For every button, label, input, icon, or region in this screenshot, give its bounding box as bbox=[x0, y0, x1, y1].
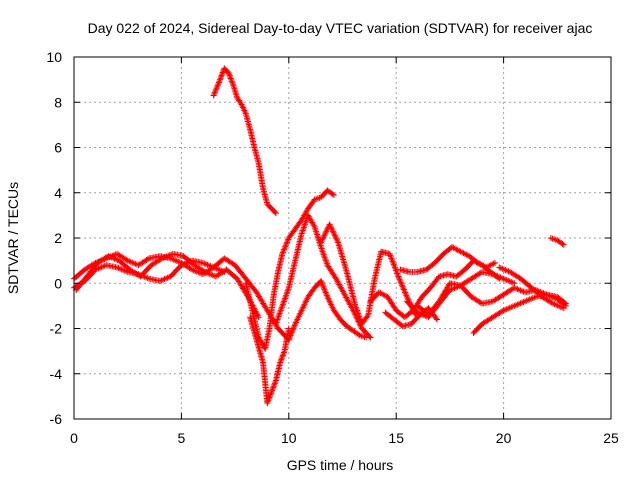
data-point-markers bbox=[210, 65, 279, 217]
y-tick-label: -4 bbox=[50, 366, 63, 382]
x-tick-label: 20 bbox=[496, 430, 512, 446]
data-point-markers bbox=[247, 314, 292, 407]
y-tick-label: 8 bbox=[54, 94, 62, 110]
x-tick-label: 5 bbox=[178, 430, 186, 446]
x-tick-label: 10 bbox=[281, 430, 297, 446]
data-point-markers bbox=[242, 187, 337, 352]
axis-ticks: 0 5 10 15 20 25 -6 -4 -2 0 2 4 6 8 10 bbox=[46, 49, 619, 446]
data-point-markers bbox=[496, 264, 567, 312]
y-tick-label: 6 bbox=[54, 140, 62, 156]
x-axis-label: GPS time / hours bbox=[287, 457, 394, 473]
x-tick-label: 0 bbox=[70, 430, 78, 446]
series-track-17 bbox=[547, 235, 567, 248]
y-tick-label: 0 bbox=[54, 275, 62, 291]
data-point-markers bbox=[285, 277, 370, 343]
data-point-markers bbox=[397, 244, 499, 275]
series-track-4 bbox=[210, 65, 279, 217]
series-track-16 bbox=[496, 264, 567, 312]
data-point-markers bbox=[470, 291, 569, 337]
series-track-5 bbox=[242, 187, 337, 352]
series-track-14 bbox=[397, 244, 499, 275]
series-track-8 bbox=[285, 277, 370, 343]
y-tick-label: 2 bbox=[54, 230, 62, 246]
y-axis-label: SDTVAR / TECUs bbox=[5, 182, 21, 294]
data-points bbox=[71, 65, 569, 407]
grid bbox=[74, 57, 611, 419]
x-tick-label: 25 bbox=[603, 430, 619, 446]
x-tick-label: 15 bbox=[388, 430, 404, 446]
y-tick-label: 4 bbox=[54, 185, 62, 201]
data-point-markers bbox=[73, 250, 262, 321]
y-tick-label: -2 bbox=[50, 321, 63, 337]
chart-title: Day 022 of 2024, Sidereal Day-to-day VTE… bbox=[88, 20, 593, 36]
series-track-3 bbox=[73, 250, 262, 321]
data-point-markers bbox=[547, 235, 567, 248]
y-tick-label: -6 bbox=[50, 411, 63, 427]
y-tick-label: 10 bbox=[46, 49, 62, 65]
series-track-6 bbox=[247, 314, 292, 407]
series-track-15 bbox=[470, 291, 569, 337]
